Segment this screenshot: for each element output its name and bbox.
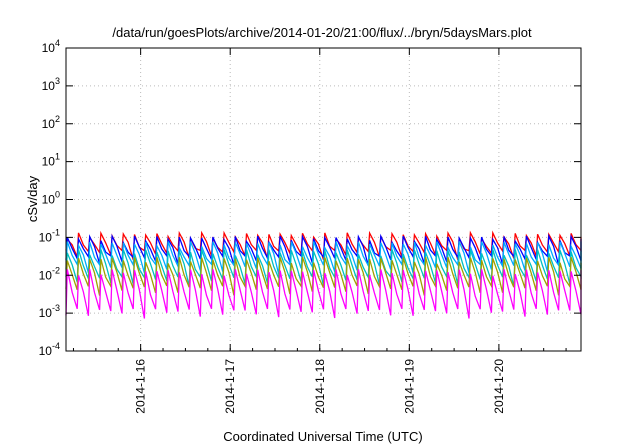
y-tick-label: 10-2	[39, 265, 60, 282]
y-tick-exponent: 4	[55, 38, 60, 48]
y-tick-base: 10	[42, 41, 56, 55]
x-tick-label: 2014-1-17	[223, 359, 237, 414]
y-tick-exponent: 1	[55, 152, 60, 162]
y-tick-exponent: 2	[55, 114, 60, 124]
series-lines	[65, 230, 582, 319]
y-tick-exponent: -1	[52, 227, 60, 237]
chart-title: /data/run/goesPlots/archive/2014-01-20/2…	[112, 25, 532, 40]
series-line	[65, 256, 582, 296]
series-line	[65, 269, 582, 319]
y-tick-label: 10-4	[39, 341, 60, 358]
series-line	[65, 241, 582, 275]
x-tick-label: 2014-1-16	[134, 359, 148, 414]
y-tick-label: 100	[42, 190, 60, 207]
y-tick-exponent: -3	[52, 303, 60, 313]
x-tick-label: 2014-1-20	[492, 359, 506, 414]
y-tick-exponent: -2	[52, 265, 60, 275]
series-line	[65, 249, 582, 287]
y-tick-exponent: -4	[52, 341, 60, 351]
y-tick-label: 103	[42, 76, 60, 93]
y-tick-exponent: 3	[55, 76, 60, 86]
y-tick-base: 10	[42, 155, 56, 169]
y-tick-base: 10	[39, 344, 53, 358]
y-tick-label: 101	[42, 152, 60, 169]
y-tick-label: 104	[42, 38, 60, 55]
x-tick-label: 2014-1-18	[313, 359, 327, 414]
x-tick-label: 2014-1-19	[402, 359, 416, 414]
series-line	[65, 230, 582, 260]
x-axis: 2014-1-16 2014-1-17 2014-1-18 2014-1-19 2014…	[72, 48, 567, 414]
y-axis-title: cSv/day	[25, 175, 40, 222]
x-axis-title: Coordinated Universal Time (UTC)	[223, 429, 422, 444]
y-tick-label: 10-1	[39, 227, 60, 244]
y-tick-base: 10	[39, 230, 53, 244]
y-tick-label: 10-3	[39, 303, 60, 320]
y-tick-label: 102	[42, 114, 60, 131]
y-tick-base: 10	[42, 79, 56, 93]
y-tick-exponent: 0	[55, 190, 60, 200]
y-tick-base: 10	[39, 268, 53, 282]
y-tick-base: 10	[42, 117, 56, 131]
y-tick-base: 10	[42, 193, 56, 207]
y-tick-base: 10	[39, 306, 53, 320]
series-line	[65, 233, 582, 266]
